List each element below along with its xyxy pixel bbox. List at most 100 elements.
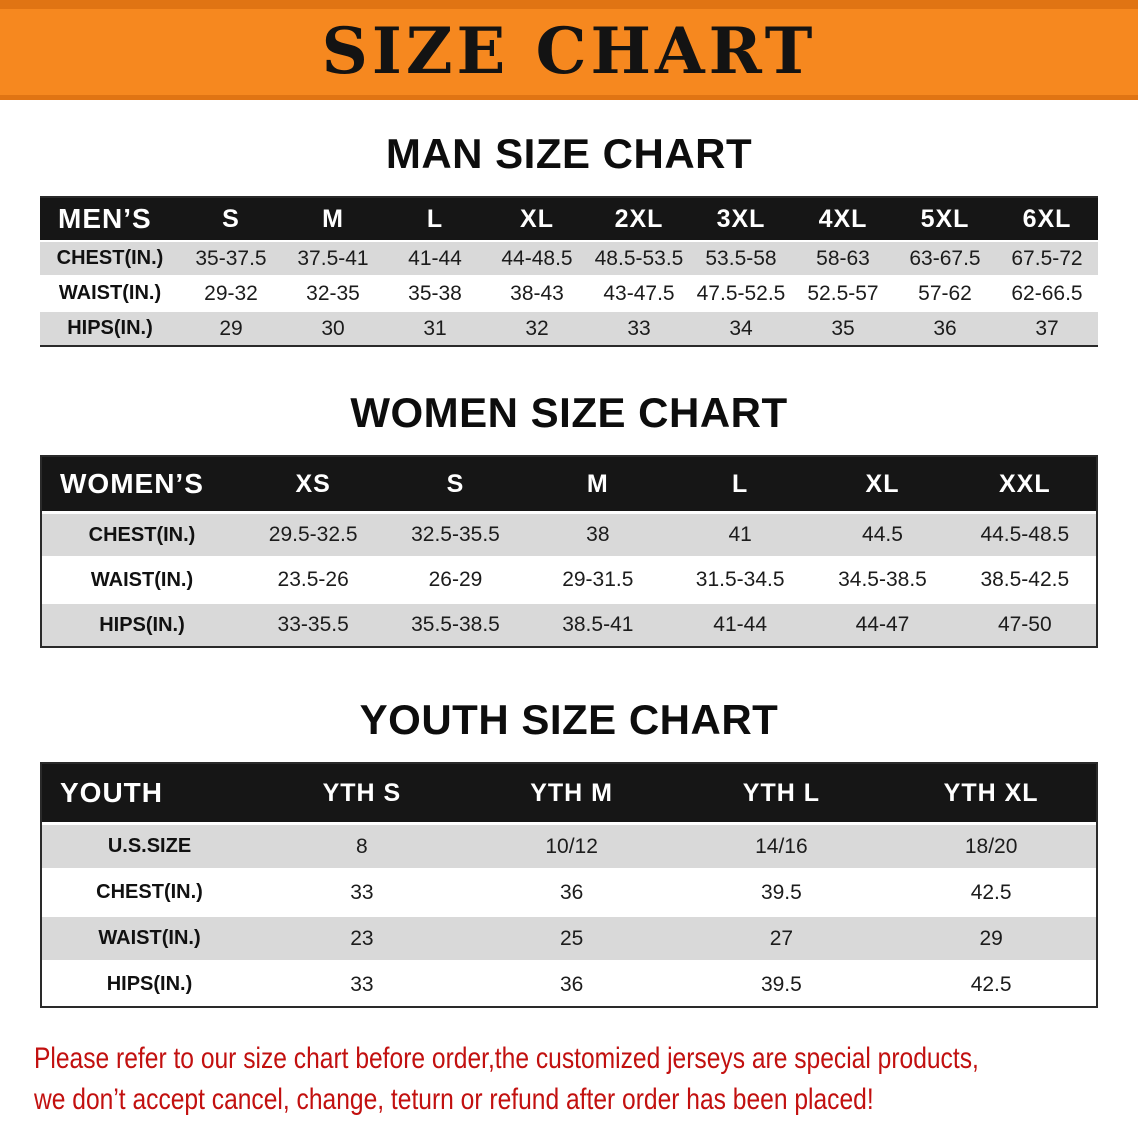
size-value-cell: 33 bbox=[350, 972, 374, 996]
size-value-cell: 41-44 bbox=[713, 613, 768, 636]
size-value-cell: 63-67.5 bbox=[909, 246, 981, 270]
size-value-cell: 36 bbox=[559, 972, 584, 996]
footer-note-line-1: Please refer to our size chart before or… bbox=[34, 1042, 979, 1075]
table-title-cell: MEN’S bbox=[58, 203, 152, 234]
size-header-cell: XL bbox=[865, 469, 900, 498]
size-value-cell: 67.5-72 bbox=[1011, 246, 1083, 270]
row-label: WAIST(IN.) bbox=[90, 568, 194, 591]
women-size-chart-heading: WOMEN SIZE CHART bbox=[350, 389, 788, 436]
footer-note: Please refer to our size chart before or… bbox=[34, 1038, 1138, 1120]
size-value-cell: 25 bbox=[559, 926, 584, 950]
size-value-cell: 37.5-41 bbox=[297, 246, 369, 270]
row-label: CHEST(IN.) bbox=[56, 247, 164, 269]
size-value-cell: 53.5-58 bbox=[705, 246, 777, 270]
size-header-cell: S bbox=[222, 204, 240, 233]
youth-size-table: YOUTH YTH S YTH M YTH L YTH XL U.S.SIZE 8 10/12… bbox=[40, 762, 1098, 1008]
size-value-cell: 29.5-32.5 bbox=[268, 523, 358, 546]
row-label: HIPS(IN.) bbox=[67, 317, 153, 339]
table-row: CHEST(IN.) 29.5-32.5 32.5-35.5 38 41 44.5 44.5… bbox=[42, 511, 1096, 556]
size-value-cell: 37 bbox=[1035, 316, 1059, 340]
size-value-cell: 47.5-52.5 bbox=[696, 281, 786, 305]
size-header-cell: 6XL bbox=[1022, 204, 1072, 233]
row-label: CHEST(IN.) bbox=[88, 523, 196, 546]
size-header-cell: M bbox=[586, 469, 609, 498]
size-value-cell: 35-38 bbox=[408, 281, 462, 305]
size-value-cell: 57-62 bbox=[918, 281, 972, 305]
size-header-cell: L bbox=[732, 469, 749, 498]
size-value-cell: 35.5-38.5 bbox=[411, 613, 500, 636]
size-value-cell: 29 bbox=[979, 926, 1003, 950]
size-value-cell: 8 bbox=[356, 834, 368, 858]
size-value-cell: 38.5-42.5 bbox=[980, 568, 1070, 591]
size-chart-banner: SIZE CHART bbox=[0, 0, 1138, 100]
size-value-cell: 31 bbox=[423, 316, 447, 340]
women-size-chart-section: WOMEN SIZE CHART WOMEN’S XS S M L XL XXL CHEST(… bbox=[0, 347, 1138, 648]
man-size-chart-heading: MAN SIZE CHART bbox=[385, 130, 753, 177]
size-value-cell: 35-37.5 bbox=[195, 246, 267, 270]
womens-size-table: WOMEN’S XS S M L XL XXL CHEST(IN.) 29.5-32.5 32.5… bbox=[40, 455, 1098, 648]
size-value-cell: 34 bbox=[729, 316, 753, 340]
row-label: HIPS(IN.) bbox=[106, 973, 193, 995]
footer-note-line-2: we don’t accept cancel, change, teturn o… bbox=[34, 1083, 874, 1116]
table-row: WAIST(IN.) 29-32 32-35 35-38 38-43 43-47.5 47.… bbox=[40, 275, 1098, 310]
size-header-cell: XL bbox=[520, 204, 554, 233]
size-value-cell: 41 bbox=[728, 523, 752, 546]
table-title-cell: WOMEN’S bbox=[60, 468, 204, 499]
youth-size-chart-heading: YOUTH SIZE CHART bbox=[359, 696, 779, 743]
table-row: HIPS(IN.) 33 36 39.5 42.5 bbox=[42, 960, 1096, 1006]
size-value-cell: 34.5-38.5 bbox=[838, 568, 927, 591]
size-header-cell: XXL bbox=[999, 469, 1051, 498]
size-value-cell: 18/20 bbox=[964, 834, 1018, 858]
table-title-cell: YOUTH bbox=[60, 777, 163, 808]
size-value-cell: 29-31.5 bbox=[562, 568, 634, 591]
size-value-cell: 43-47.5 bbox=[603, 281, 675, 305]
size-value-cell: 39.5 bbox=[760, 972, 802, 996]
man-size-chart-section: MAN SIZE CHART MEN’S S M L XL 2XL 3XL 4XL 5XL 6XL… bbox=[0, 100, 1138, 347]
size-header-cell: 5XL bbox=[920, 204, 970, 233]
row-label: WAIST(IN.) bbox=[98, 927, 201, 949]
size-value-cell: 23.5-26 bbox=[277, 568, 349, 591]
size-value-cell: 29 bbox=[219, 316, 243, 340]
size-value-cell: 58-63 bbox=[816, 246, 870, 270]
size-value-cell: 31.5-34.5 bbox=[695, 568, 785, 591]
size-value-cell: 36 bbox=[933, 316, 957, 340]
size-value-cell: 32 bbox=[525, 316, 549, 340]
size-header-cell: M bbox=[322, 204, 344, 233]
size-value-cell: 10/12 bbox=[545, 834, 598, 858]
table-row: CHEST(IN.) 33 36 39.5 42.5 bbox=[42, 868, 1096, 914]
size-value-cell: 44-48.5 bbox=[501, 246, 573, 270]
table-row: WAIST(IN.) 23 25 27 29 bbox=[42, 914, 1096, 960]
size-value-cell: 32.5-35.5 bbox=[411, 523, 500, 546]
size-header-cell: 2XL bbox=[614, 204, 664, 233]
size-header-cell: 3XL bbox=[716, 204, 766, 233]
row-label: U.S.SIZE bbox=[107, 835, 192, 857]
size-value-cell: 26-29 bbox=[428, 568, 483, 591]
mens-size-table: MEN’S S M L XL 2XL 3XL 4XL 5XL 6XL CHEST(IN.) 35-37… bbox=[40, 196, 1098, 347]
size-value-cell: 30 bbox=[321, 316, 345, 340]
size-value-cell: 41-44 bbox=[408, 246, 462, 270]
size-value-cell: 44-47 bbox=[855, 613, 910, 636]
row-label: HIPS(IN.) bbox=[99, 613, 185, 636]
table-row: U.S.SIZE 8 10/12 14/16 18/20 bbox=[42, 822, 1096, 868]
size-value-cell: 38 bbox=[586, 523, 610, 546]
size-value-cell: 42.5 bbox=[970, 972, 1012, 996]
size-value-cell: 14/16 bbox=[755, 834, 808, 858]
table-header-row: WOMEN’S XS S M L XL XXL bbox=[42, 457, 1096, 511]
size-value-cell: 38.5-41 bbox=[562, 613, 634, 636]
size-header-cell: YTH M bbox=[530, 778, 614, 807]
size-value-cell: 29-32 bbox=[204, 281, 258, 305]
size-value-cell: 33-35.5 bbox=[277, 613, 349, 636]
size-value-cell: 42.5 bbox=[970, 880, 1012, 904]
row-label: WAIST(IN.) bbox=[58, 282, 162, 304]
size-value-cell: 44.5-48.5 bbox=[980, 523, 1070, 546]
size-header-cell: L bbox=[426, 204, 444, 233]
size-header-cell: YTH L bbox=[742, 778, 820, 807]
size-value-cell: 35 bbox=[831, 316, 855, 340]
row-label: CHEST(IN.) bbox=[96, 881, 203, 903]
size-value-cell: 52.5-57 bbox=[807, 281, 879, 305]
size-value-cell: 32-35 bbox=[306, 281, 360, 305]
size-value-cell: 48.5-53.5 bbox=[594, 246, 684, 270]
table-row: WAIST(IN.) 23.5-26 26-29 29-31.5 31.5-34.5 34… bbox=[42, 556, 1096, 601]
size-header-cell: S bbox=[446, 469, 465, 498]
size-value-cell: 39.5 bbox=[760, 880, 802, 904]
